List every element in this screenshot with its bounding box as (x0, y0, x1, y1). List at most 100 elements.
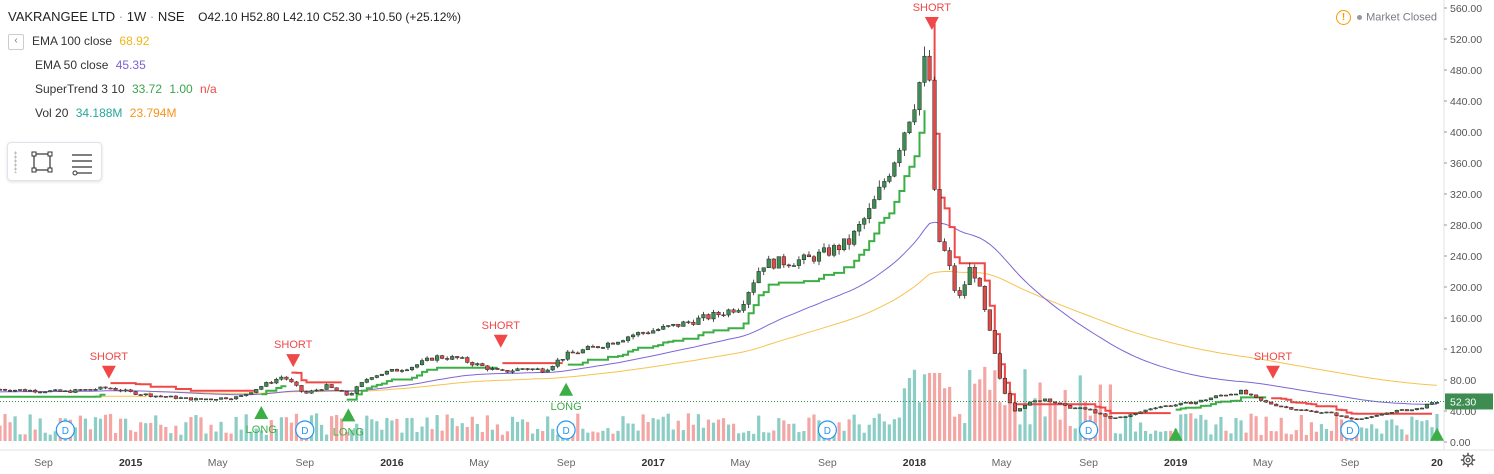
indicator-supertrend[interactable]: SuperTrend 3 10 33.72 1.00 n/a (8, 77, 461, 101)
candle-body (495, 368, 500, 370)
candle-body (1193, 401, 1198, 405)
symbol-name[interactable]: VAKRANGEE LTD (8, 9, 116, 24)
candle-body (766, 258, 771, 268)
candle-body (575, 352, 580, 355)
candle-body (1078, 407, 1083, 409)
candle-body (595, 346, 600, 348)
volume-bar (380, 429, 384, 441)
candle-body (379, 373, 384, 376)
candle-body (158, 395, 163, 398)
volume-bar (239, 429, 243, 441)
volume-bar (696, 414, 701, 441)
volume-bar (731, 423, 736, 441)
candle-body (1143, 409, 1148, 413)
volume-bar (897, 417, 901, 441)
dividend-icon (556, 420, 576, 440)
candle-body (1218, 394, 1223, 397)
y-tick-label: 200.00 (1450, 282, 1482, 294)
candle-body (515, 368, 520, 372)
candle-body (962, 284, 967, 296)
collapse-icon[interactable]: ‹ (8, 33, 24, 50)
candle-body (686, 321, 691, 324)
volume-bar (1189, 413, 1193, 441)
volume-bar (1184, 413, 1188, 441)
market-status[interactable]: ! Market Closed (1336, 10, 1437, 25)
drag-handle-icon[interactable] (14, 151, 17, 173)
candle-body (324, 384, 329, 390)
candle-body (781, 256, 786, 266)
volume-bar (440, 430, 444, 441)
supertrend-up-line (261, 385, 287, 396)
candle-body (1163, 405, 1168, 407)
volume-bar (1204, 419, 1208, 441)
volume-bar (118, 418, 123, 441)
volume-bar (1294, 430, 1298, 441)
supertrend-down-line (110, 382, 257, 392)
candle-body (626, 336, 631, 341)
candle-body (284, 376, 289, 380)
warning-icon[interactable]: ! (1336, 10, 1352, 25)
candle-body (1138, 411, 1143, 414)
supertrend-up-line (346, 366, 498, 401)
candle-body (13, 389, 18, 392)
candle-body (299, 385, 304, 392)
candle-body (676, 323, 681, 327)
candle-body (590, 346, 595, 348)
volume-bar (711, 422, 716, 441)
volume-bar (726, 424, 731, 441)
candle-body (1103, 413, 1108, 417)
volume-bar (144, 423, 148, 441)
volume-bar (1314, 431, 1319, 441)
volume-bar (691, 424, 695, 441)
symbol-header: VAKRANGEE LTD · 1W · NSE O42.10 H52.80 L… (8, 9, 462, 24)
dividend-icon (1340, 420, 1360, 440)
gear-icon[interactable] (1460, 452, 1476, 468)
candle-body (480, 363, 485, 367)
volume-bar (350, 429, 354, 441)
candle-body (1113, 417, 1118, 419)
x-tick-label: May (992, 457, 1013, 469)
volume-bar (1375, 428, 1379, 441)
candle-body (2, 389, 8, 391)
volume-bar (1259, 434, 1263, 441)
candle-body (178, 397, 183, 399)
candle-body (1379, 414, 1384, 416)
volume-bar (1209, 434, 1213, 441)
candle-body (550, 366, 555, 371)
volume-bar (194, 415, 198, 441)
y-tick-label: 360.00 (1450, 158, 1482, 170)
candle-body (681, 321, 686, 327)
volume-bar (430, 429, 434, 441)
settings-lines-icon[interactable] (68, 148, 96, 176)
volume-bar (108, 413, 113, 441)
interval-label[interactable]: 1W (126, 9, 147, 24)
long-signal-marker (254, 406, 269, 420)
candle-body (274, 378, 279, 384)
candle-body (525, 368, 530, 370)
candle-body (455, 356, 460, 359)
volume-bar (495, 424, 500, 441)
short-signal-label: SHORT (90, 351, 129, 363)
candle-body (947, 250, 952, 267)
candle-body (73, 389, 78, 393)
volume-bar (279, 417, 283, 441)
x-tick-label: Sep (1079, 457, 1098, 469)
candle-body (1153, 407, 1158, 410)
market-status-label: Market Closed (1366, 11, 1437, 24)
x-tick-label: Sep (34, 457, 53, 469)
candle-body (1027, 401, 1033, 406)
indicator-ema50[interactable]: EMA 50 close 45.35 (8, 53, 461, 77)
volume-bar (1370, 424, 1374, 441)
volume-bar (28, 414, 32, 441)
volume-bar (1284, 433, 1288, 441)
indicator-volume[interactable]: Vol 20 34.188M 23.794M (8, 101, 461, 125)
indicator-label: EMA 100 close (32, 34, 113, 48)
volume-bar (1264, 416, 1268, 441)
indicator-ema100[interactable]: ‹ EMA 100 close 68.92 (8, 29, 461, 53)
candle-body (500, 369, 505, 371)
volume-bar (1254, 416, 1258, 441)
volume-bar (204, 433, 208, 441)
rectangle-tool-icon[interactable] (28, 148, 56, 176)
volume-bar (872, 417, 876, 441)
